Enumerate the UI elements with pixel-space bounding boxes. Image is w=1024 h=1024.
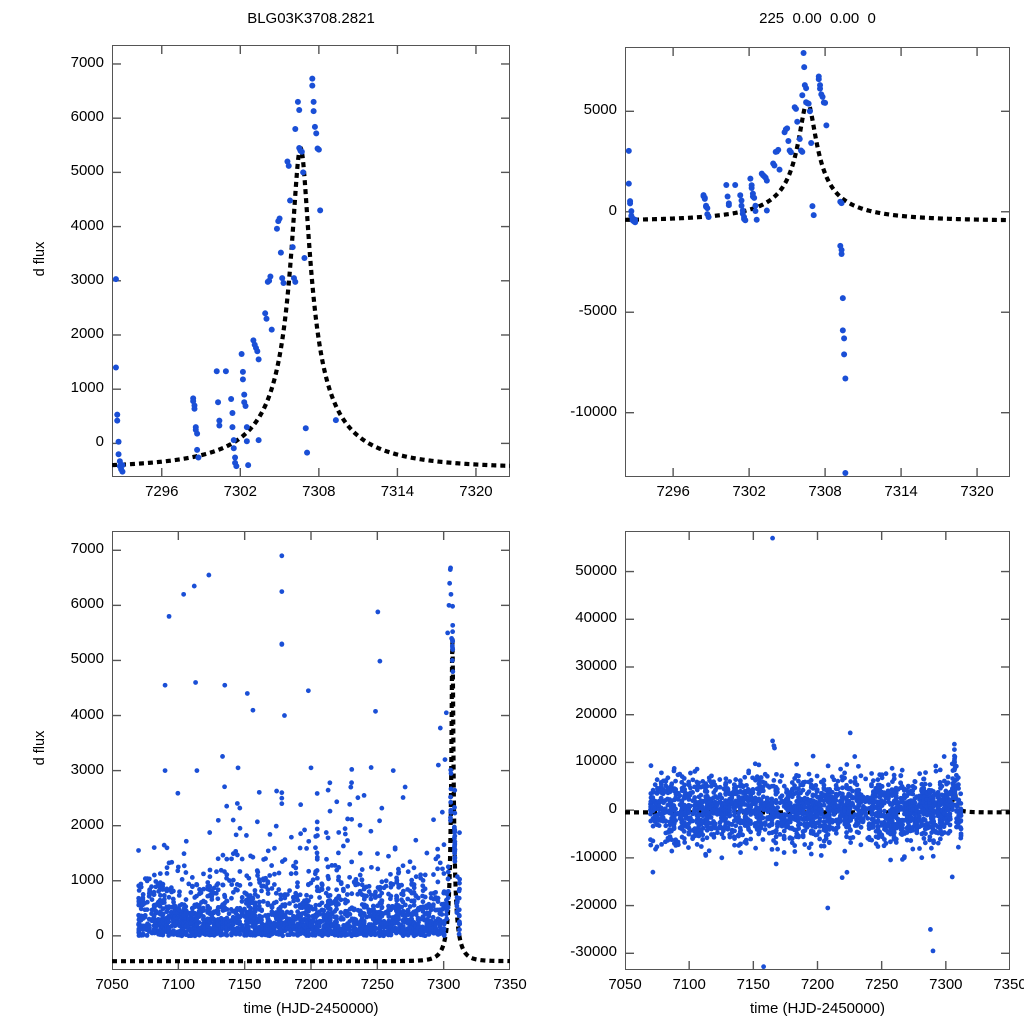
x-tick-label: 7350 (493, 976, 527, 993)
x-tick-label: 7050 (608, 976, 642, 993)
x-tick-label: 7314 (884, 483, 918, 500)
y-tick-label: -10000 (570, 847, 617, 865)
x-tick-label: 7350 (993, 976, 1024, 993)
y-tick-label: 5000 (70, 162, 104, 180)
x-tick-label: 7150 (736, 976, 771, 993)
y-tick-label: 2000 (70, 815, 104, 833)
x-tick-label: 7314 (380, 483, 415, 500)
panel-top-right (625, 47, 1010, 477)
x-tick-label: 7308 (808, 483, 842, 500)
y-tick-label: 0 (608, 201, 617, 219)
y-tick-label: 2000 (70, 324, 104, 342)
y-tick-label: -10000 (570, 402, 617, 420)
x-tick-label: 7296 (656, 483, 690, 500)
panel-top-left-title: BLG03K3708.2821 (247, 10, 375, 27)
panel-top-left-plot (112, 45, 510, 477)
x-tick-label: 7200 (800, 976, 835, 993)
x-tick-label: 7200 (294, 976, 328, 993)
x-tick-label: 7250 (864, 976, 899, 993)
panel-bottom-right-plot (625, 531, 1010, 970)
panel-bottom-right-frame (625, 531, 1010, 970)
x-tick-label: 7320 (459, 483, 493, 500)
panel-top-right-frame (625, 47, 1010, 477)
x-tick-label: 7302 (223, 483, 257, 500)
y-tick-label: 7000 (70, 540, 104, 558)
y-tick-label: 10000 (575, 752, 617, 770)
panel-bottom-left-xlabel: time (HJD-2450000) (243, 1000, 379, 1017)
y-tick-label: 30000 (575, 656, 617, 674)
y-tick-label: 0 (95, 433, 104, 451)
y-tick-label: -30000 (570, 943, 617, 961)
y-tick-label: 5000 (583, 101, 617, 119)
panel-bottom-right-xlabel: time (HJD-2450000) (749, 1000, 886, 1017)
y-tick-label: 3000 (70, 270, 104, 288)
y-tick-label: 5000 (70, 650, 104, 668)
y-tick-label: 1000 (70, 379, 104, 397)
x-tick-label: 7308 (302, 483, 336, 500)
panel-top-right-plot (625, 47, 1010, 477)
panel-bottom-right (625, 531, 1010, 970)
panel-top-left (112, 45, 510, 477)
x-tick-label: 7300 (426, 976, 461, 993)
y-tick-label: 20000 (575, 704, 617, 722)
y-tick-label: 4000 (70, 705, 104, 723)
x-tick-label: 7300 (929, 976, 963, 993)
y-tick-label: 50000 (575, 561, 617, 579)
panel-top-right-title: 225 0.00 0.00 0 (759, 10, 876, 27)
y-tick-label: 0 (608, 800, 617, 818)
y-tick-label: -5000 (578, 302, 617, 320)
x-tick-label: 7296 (145, 483, 179, 500)
x-tick-label: 7150 (227, 976, 262, 993)
y-tick-label: 6000 (70, 108, 104, 126)
y-tick-label: 1000 (70, 870, 104, 888)
x-tick-label: 7100 (161, 976, 196, 993)
x-tick-label: 7250 (360, 976, 395, 993)
y-tick-label: -20000 (570, 895, 617, 913)
y-tick-label: 3000 (70, 760, 104, 778)
x-tick-label: 7100 (672, 976, 706, 993)
y-tick-label: 7000 (70, 53, 104, 71)
panel-bottom-left (112, 531, 510, 970)
x-tick-label: 7050 (95, 976, 129, 993)
y-tick-label: 40000 (575, 609, 617, 627)
y-tick-label: 0 (95, 925, 104, 943)
y-tick-label: 4000 (70, 216, 104, 234)
panel-bottom-left-plot (112, 531, 510, 970)
y-tick-label: 6000 (70, 595, 104, 613)
x-tick-label: 7320 (960, 483, 994, 500)
x-tick-label: 7302 (732, 483, 766, 500)
